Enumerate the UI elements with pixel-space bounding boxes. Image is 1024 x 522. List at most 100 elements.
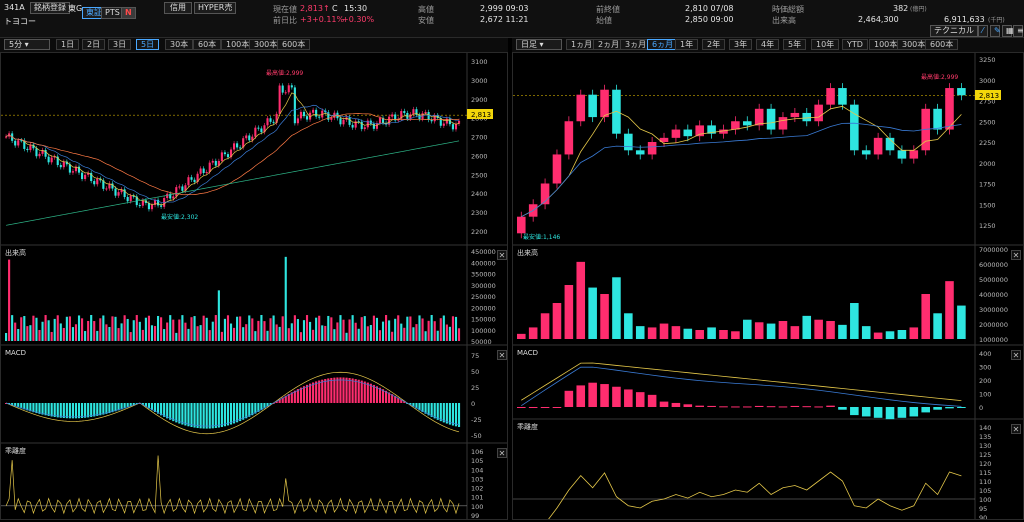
margin-button[interactable]: 信用 xyxy=(164,2,192,14)
macd-bar xyxy=(351,378,354,403)
candle xyxy=(838,88,847,105)
tab-600bars[interactable]: 600本 xyxy=(277,39,311,50)
volume-bar xyxy=(624,313,633,339)
tab-4year[interactable]: 4年 xyxy=(756,39,780,50)
interval-select-right[interactable]: 日足 ▾ xyxy=(516,39,562,50)
macd-bar xyxy=(157,403,160,414)
tab-2day[interactable]: 2日 xyxy=(82,39,106,50)
volume-bar xyxy=(348,319,351,341)
volume-bar xyxy=(436,330,439,341)
volume-bar xyxy=(296,319,299,341)
macd-bar xyxy=(202,403,205,429)
kairi-title-right: 乖離度 xyxy=(517,422,538,431)
tab-2year[interactable]: 2年 xyxy=(702,39,726,50)
macd-bar xyxy=(612,386,621,407)
candle xyxy=(102,180,105,189)
macd-bar xyxy=(296,389,299,403)
candle xyxy=(600,89,609,118)
volume-bar xyxy=(885,331,895,339)
volume-bar xyxy=(933,313,942,339)
candle xyxy=(814,104,823,122)
volume-bar xyxy=(93,321,96,341)
volume-bar xyxy=(400,323,403,341)
tab-3year[interactable]: 3年 xyxy=(729,39,753,50)
candle xyxy=(885,137,895,151)
hyper-sell-button[interactable]: HYPER売 xyxy=(194,2,237,14)
tab-5day[interactable]: 5日 xyxy=(136,39,160,50)
kairi-line xyxy=(545,471,962,522)
tab-3day[interactable]: 3日 xyxy=(108,39,132,50)
left-chart-canvas[interactable]: 3100300029002800270026002500240023002200… xyxy=(1,53,507,520)
tab-60bars[interactable]: 60本 xyxy=(193,39,222,50)
right-chart-canvas[interactable]: 3250300027502500225020001750150012507000… xyxy=(513,53,1023,522)
close-volume-icon[interactable]: ✕ xyxy=(497,250,507,260)
volume-label: 出来高 xyxy=(772,16,796,25)
draw-pen-icon[interactable]: ✎ xyxy=(990,25,1001,37)
grid-icon[interactable]: ▦ xyxy=(1002,25,1014,37)
macd-bar xyxy=(266,403,269,407)
price-tick: 1250 xyxy=(979,222,996,230)
volume-bar xyxy=(29,325,32,341)
change-value: +3 xyxy=(300,15,312,24)
candle xyxy=(50,157,53,163)
volume-bar xyxy=(290,323,293,341)
candle xyxy=(909,150,919,159)
volume-bar xyxy=(77,315,81,341)
interval-select[interactable]: 5分 ▾ xyxy=(4,39,50,50)
tab-600bars-right[interactable]: 600本 xyxy=(925,39,959,50)
tab-5year[interactable]: 5年 xyxy=(783,39,807,50)
candle xyxy=(366,120,369,128)
macd-bar xyxy=(342,377,345,403)
tab-ytd[interactable]: YTD xyxy=(842,39,868,50)
macd-bar xyxy=(336,377,339,403)
close-kairi-right-icon[interactable]: ✕ xyxy=(1011,424,1021,434)
price-tick: 1500 xyxy=(979,201,996,209)
candle xyxy=(138,205,141,207)
close-volume-right-icon[interactable]: ✕ xyxy=(1011,250,1021,260)
tab-10year[interactable]: 10年 xyxy=(811,39,840,50)
volume-bar xyxy=(394,318,397,341)
macd-bar xyxy=(321,379,324,403)
close-macd-icon[interactable]: ✕ xyxy=(497,350,507,360)
macd-bar xyxy=(239,403,242,422)
candle xyxy=(400,111,403,119)
candle xyxy=(318,116,321,118)
draw-line-icon[interactable]: ⁄ xyxy=(978,25,988,37)
volume-bar xyxy=(299,332,303,341)
high-value: 2,999 09:03 xyxy=(480,4,529,13)
price-tick: 3250 xyxy=(979,56,996,64)
macd-bar xyxy=(659,401,669,407)
candle xyxy=(123,189,126,198)
macd-bar xyxy=(105,403,108,414)
right-chart-panel: 3250 3000 2750 2500 2250 2000 1750 1500 1250 7000… xyxy=(512,52,1024,522)
macd-bar xyxy=(8,403,11,405)
candle xyxy=(635,150,645,155)
tab-1year[interactable]: 1年 xyxy=(675,39,699,50)
volume-bar xyxy=(68,316,71,341)
macd-bar xyxy=(299,387,303,403)
macd-bar xyxy=(647,394,657,407)
candle xyxy=(147,202,151,210)
macd-bar xyxy=(263,403,266,409)
price-tick: 2250 xyxy=(979,139,996,147)
volume-bar xyxy=(345,332,348,341)
close-macd-right-icon[interactable]: ✕ xyxy=(1011,350,1021,360)
macd-bar xyxy=(695,405,704,407)
tab-1day[interactable]: 1日 xyxy=(56,39,80,50)
volume-bar xyxy=(372,315,375,341)
volume-bar xyxy=(181,315,184,341)
list-icon[interactable]: ≡ xyxy=(1013,25,1024,37)
tab-6month[interactable]: 6ヵ月 xyxy=(647,39,679,50)
candle xyxy=(309,112,312,120)
volume-bar xyxy=(8,259,11,341)
technical-button[interactable]: テクニカル xyxy=(930,25,978,37)
macd-bar xyxy=(281,397,284,403)
volume-bar xyxy=(600,294,609,339)
macd-bar xyxy=(175,403,178,423)
tab-30bars[interactable]: 30本 xyxy=(165,39,194,50)
candle xyxy=(160,205,163,207)
volume-bar xyxy=(330,317,333,341)
macd-bar xyxy=(217,403,220,428)
register-stock-button[interactable]: 銘柄登録 xyxy=(30,2,70,14)
close-kairi-icon[interactable]: ✕ xyxy=(497,448,507,458)
